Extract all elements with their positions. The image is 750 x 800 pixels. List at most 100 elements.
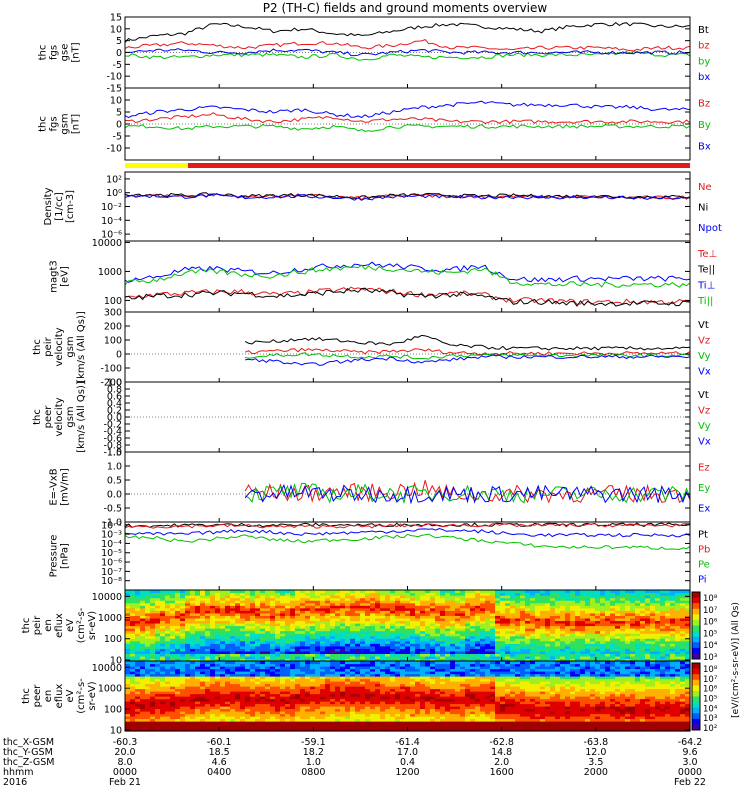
spectrogram-cell [360, 691, 366, 695]
spectrogram-cell [200, 592, 206, 596]
spectrogram-cell [425, 617, 431, 622]
spectrogram-cell [265, 650, 271, 654]
spectrogram-cell [340, 592, 346, 596]
spectrogram-cell [515, 620, 521, 624]
spectrogram-cell [190, 666, 196, 670]
spectrogram-cell [365, 686, 371, 690]
spectrogram-cell [185, 633, 191, 637]
spectrogram-cell [350, 622, 356, 627]
spectrogram-cell [190, 711, 196, 715]
spectrogram-cell [395, 600, 401, 604]
spectrogram-cell [560, 620, 566, 624]
spectrogram-cell [460, 617, 466, 622]
spectrogram-cell [225, 698, 231, 702]
spectrogram-cell [340, 688, 346, 692]
spectrogram-cell [165, 607, 171, 611]
spectrogram-cell [150, 676, 156, 680]
spectrogram-cell [555, 625, 561, 629]
spectrogram-cell [200, 615, 206, 619]
spectrogram-cell [185, 671, 191, 675]
spectrogram-cell [205, 701, 211, 705]
spectrogram-cell [305, 663, 311, 667]
spectrogram-cell [270, 602, 276, 606]
spectrogram-cell [205, 640, 211, 644]
spectrogram-cell [245, 600, 251, 604]
spectrogram-cell [205, 698, 211, 702]
spectrogram-cell [685, 617, 691, 622]
spectrogram-cell [430, 628, 436, 632]
spectrogram-cell [370, 713, 376, 717]
spectrogram-cell [410, 648, 416, 652]
spectrogram-cell [190, 716, 196, 720]
spectrogram-cell [215, 696, 221, 700]
spectrogram-cell [615, 640, 621, 644]
spectrogram-cell [290, 638, 296, 642]
spectrogram-cell [235, 600, 241, 604]
spectrogram-cell [595, 638, 601, 642]
spectrogram-cell [245, 683, 251, 687]
spectrogram-cell [280, 628, 286, 632]
spectrogram-cell [365, 605, 371, 609]
spectrogram-cell [350, 658, 356, 662]
spectrogram-cell [255, 716, 261, 720]
spectrogram-cell [280, 696, 286, 700]
spectrogram-cell [190, 713, 196, 717]
spectrogram-cell [230, 671, 236, 675]
spectrogram-cell [380, 663, 386, 667]
spectrogram-cell [435, 653, 441, 657]
series-temp-Te|| [124, 287, 691, 307]
spectrogram-cell [175, 625, 181, 629]
series-density-Npot [124, 193, 691, 201]
spectrogram-cell [415, 638, 421, 642]
spectrogram-cell [465, 633, 471, 637]
spectrogram-cell [265, 668, 271, 672]
spectrogram-cell [410, 590, 416, 594]
spectrogram-cell [580, 628, 586, 632]
series-fgs_gsm-By [124, 124, 691, 132]
spectrogram-cell [360, 628, 366, 632]
spectrogram-cell [455, 645, 461, 649]
spectrogram-cell [480, 592, 486, 596]
legend-fgs_gsm-Bz: Bz [698, 99, 710, 110]
spectrogram-cell [375, 671, 381, 675]
spectrogram-cell [565, 648, 571, 652]
spectrogram-cell [615, 610, 621, 614]
spectrogram-cell [200, 708, 206, 712]
spectrogram-cell [205, 602, 211, 606]
spectrogram-cell [540, 607, 546, 611]
spectrogram-cell [180, 708, 186, 712]
spectrogram-cell [305, 723, 311, 727]
spectrogram-cell [655, 643, 661, 647]
spectrogram-cell [205, 612, 211, 616]
spectrogram-cell [425, 658, 431, 662]
spectrogram-cell [375, 633, 381, 637]
spectrogram-cell [570, 658, 576, 662]
spectrogram-cell [420, 605, 426, 609]
spectrogram-cell [145, 655, 151, 660]
spectrogram-cell [425, 590, 431, 594]
spectrogram-cell [190, 668, 196, 672]
legend-pressure-Pe: Pe [698, 560, 710, 571]
spectrogram-cell [185, 640, 191, 644]
spectrogram-cell [520, 653, 526, 657]
spectrogram-cell [650, 638, 656, 642]
spectrogram-cell [630, 597, 636, 601]
spectrogram-cell [635, 640, 641, 644]
spectrogram-cell [290, 605, 296, 609]
spectrogram-cell [555, 607, 561, 611]
spectrogram-cell [435, 645, 441, 649]
spectrogram-cell [355, 620, 361, 624]
spectrogram-cell [545, 597, 551, 601]
spectrogram-cell [150, 683, 156, 687]
spectrogram-cell [390, 713, 396, 717]
spectrogram-cell [635, 617, 641, 622]
spectrogram-cell [405, 600, 411, 604]
spectrogram-cell [340, 686, 346, 690]
spectrogram-cell [435, 630, 441, 634]
spectrogram-cell [615, 635, 621, 639]
spectrogram-cell [625, 607, 631, 611]
spectrogram-cell [310, 711, 316, 715]
spectrogram-cell [185, 635, 191, 639]
spectrogram-cell [210, 716, 216, 720]
